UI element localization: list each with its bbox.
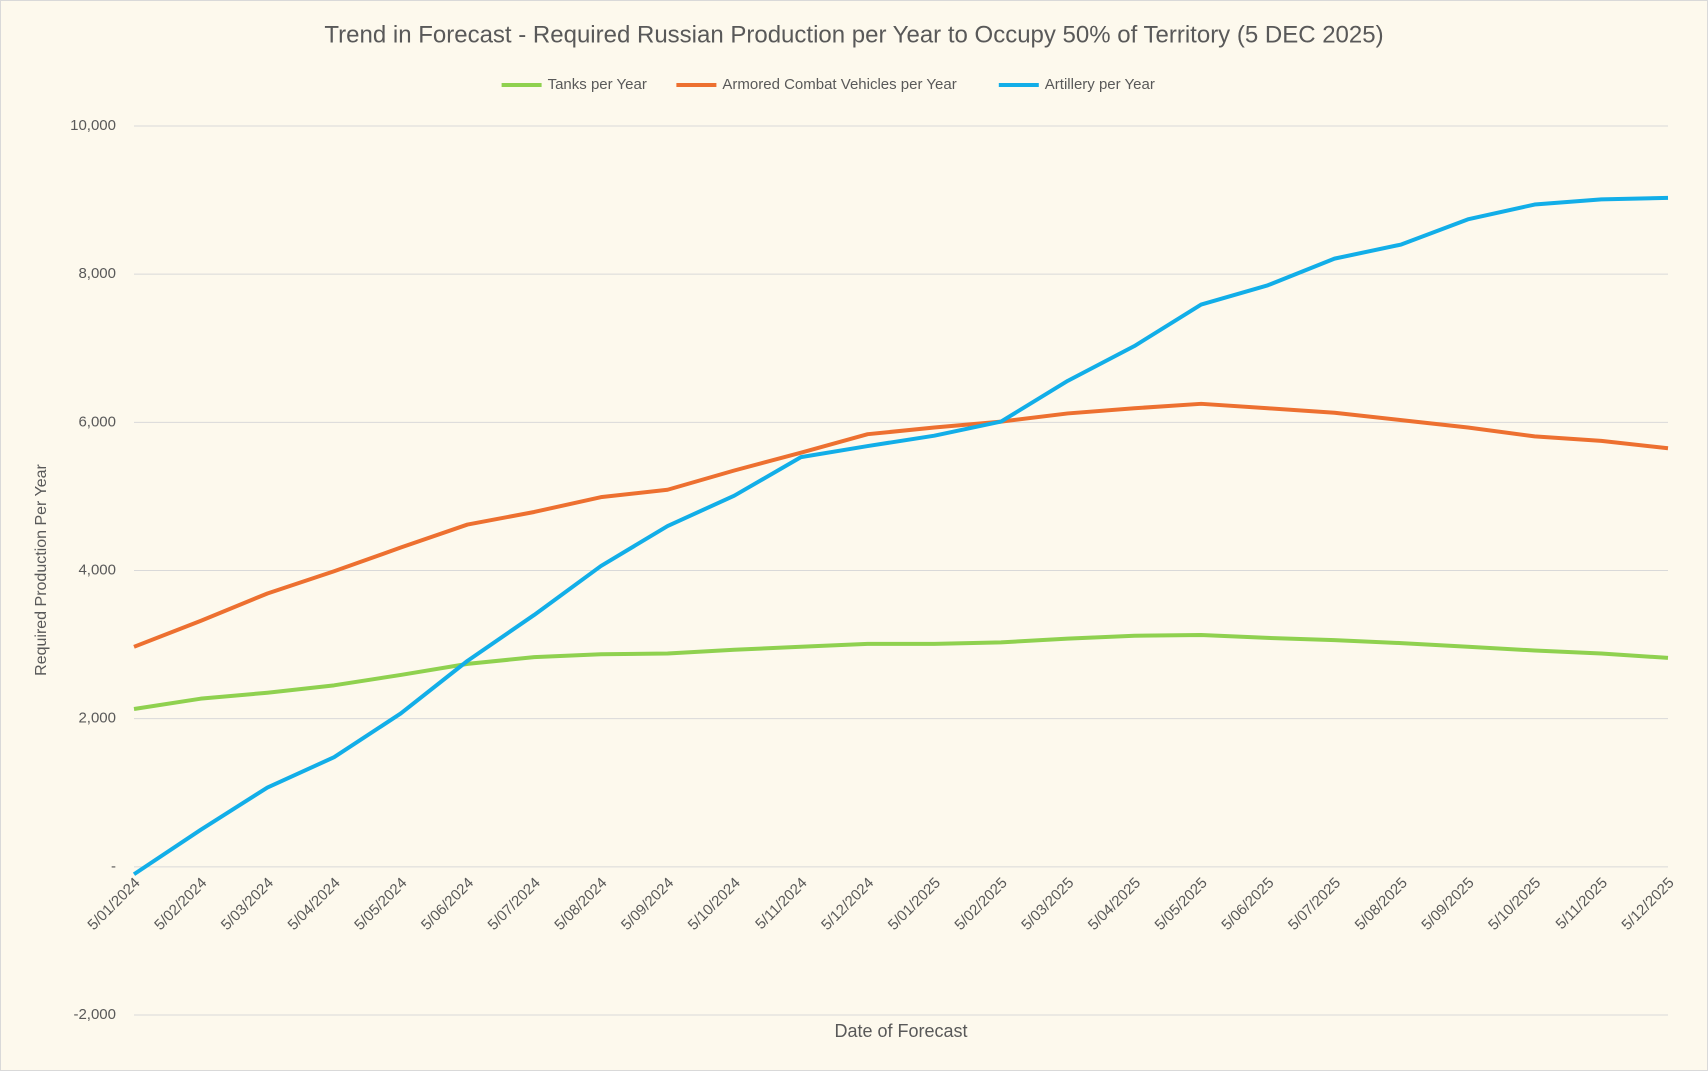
x-axis-title: Date of Forecast xyxy=(834,1021,967,1041)
y-tick-label: -2,000 xyxy=(73,1006,116,1023)
y-tick-label: 10,000 xyxy=(70,117,116,134)
chart-title: Trend in Forecast - Required Russian Pro… xyxy=(324,21,1383,48)
line-series xyxy=(133,632,1669,712)
y-tick-label: 4,000 xyxy=(78,561,116,578)
y-axis-title: Required Production Per Year xyxy=(33,463,50,675)
legend-label: Tanks per Year xyxy=(548,76,647,93)
y-tick-label: 8,000 xyxy=(78,265,116,282)
y-tick-label: 6,000 xyxy=(78,413,116,430)
y-tick-label: - xyxy=(111,858,116,875)
legend-label: Armored Combat Vehicles per Year xyxy=(722,76,956,93)
legend-label: Artillery per Year xyxy=(1045,76,1155,93)
line-series xyxy=(132,195,1669,876)
y-tick-label: 2,000 xyxy=(78,710,116,727)
line-series xyxy=(133,401,1669,649)
